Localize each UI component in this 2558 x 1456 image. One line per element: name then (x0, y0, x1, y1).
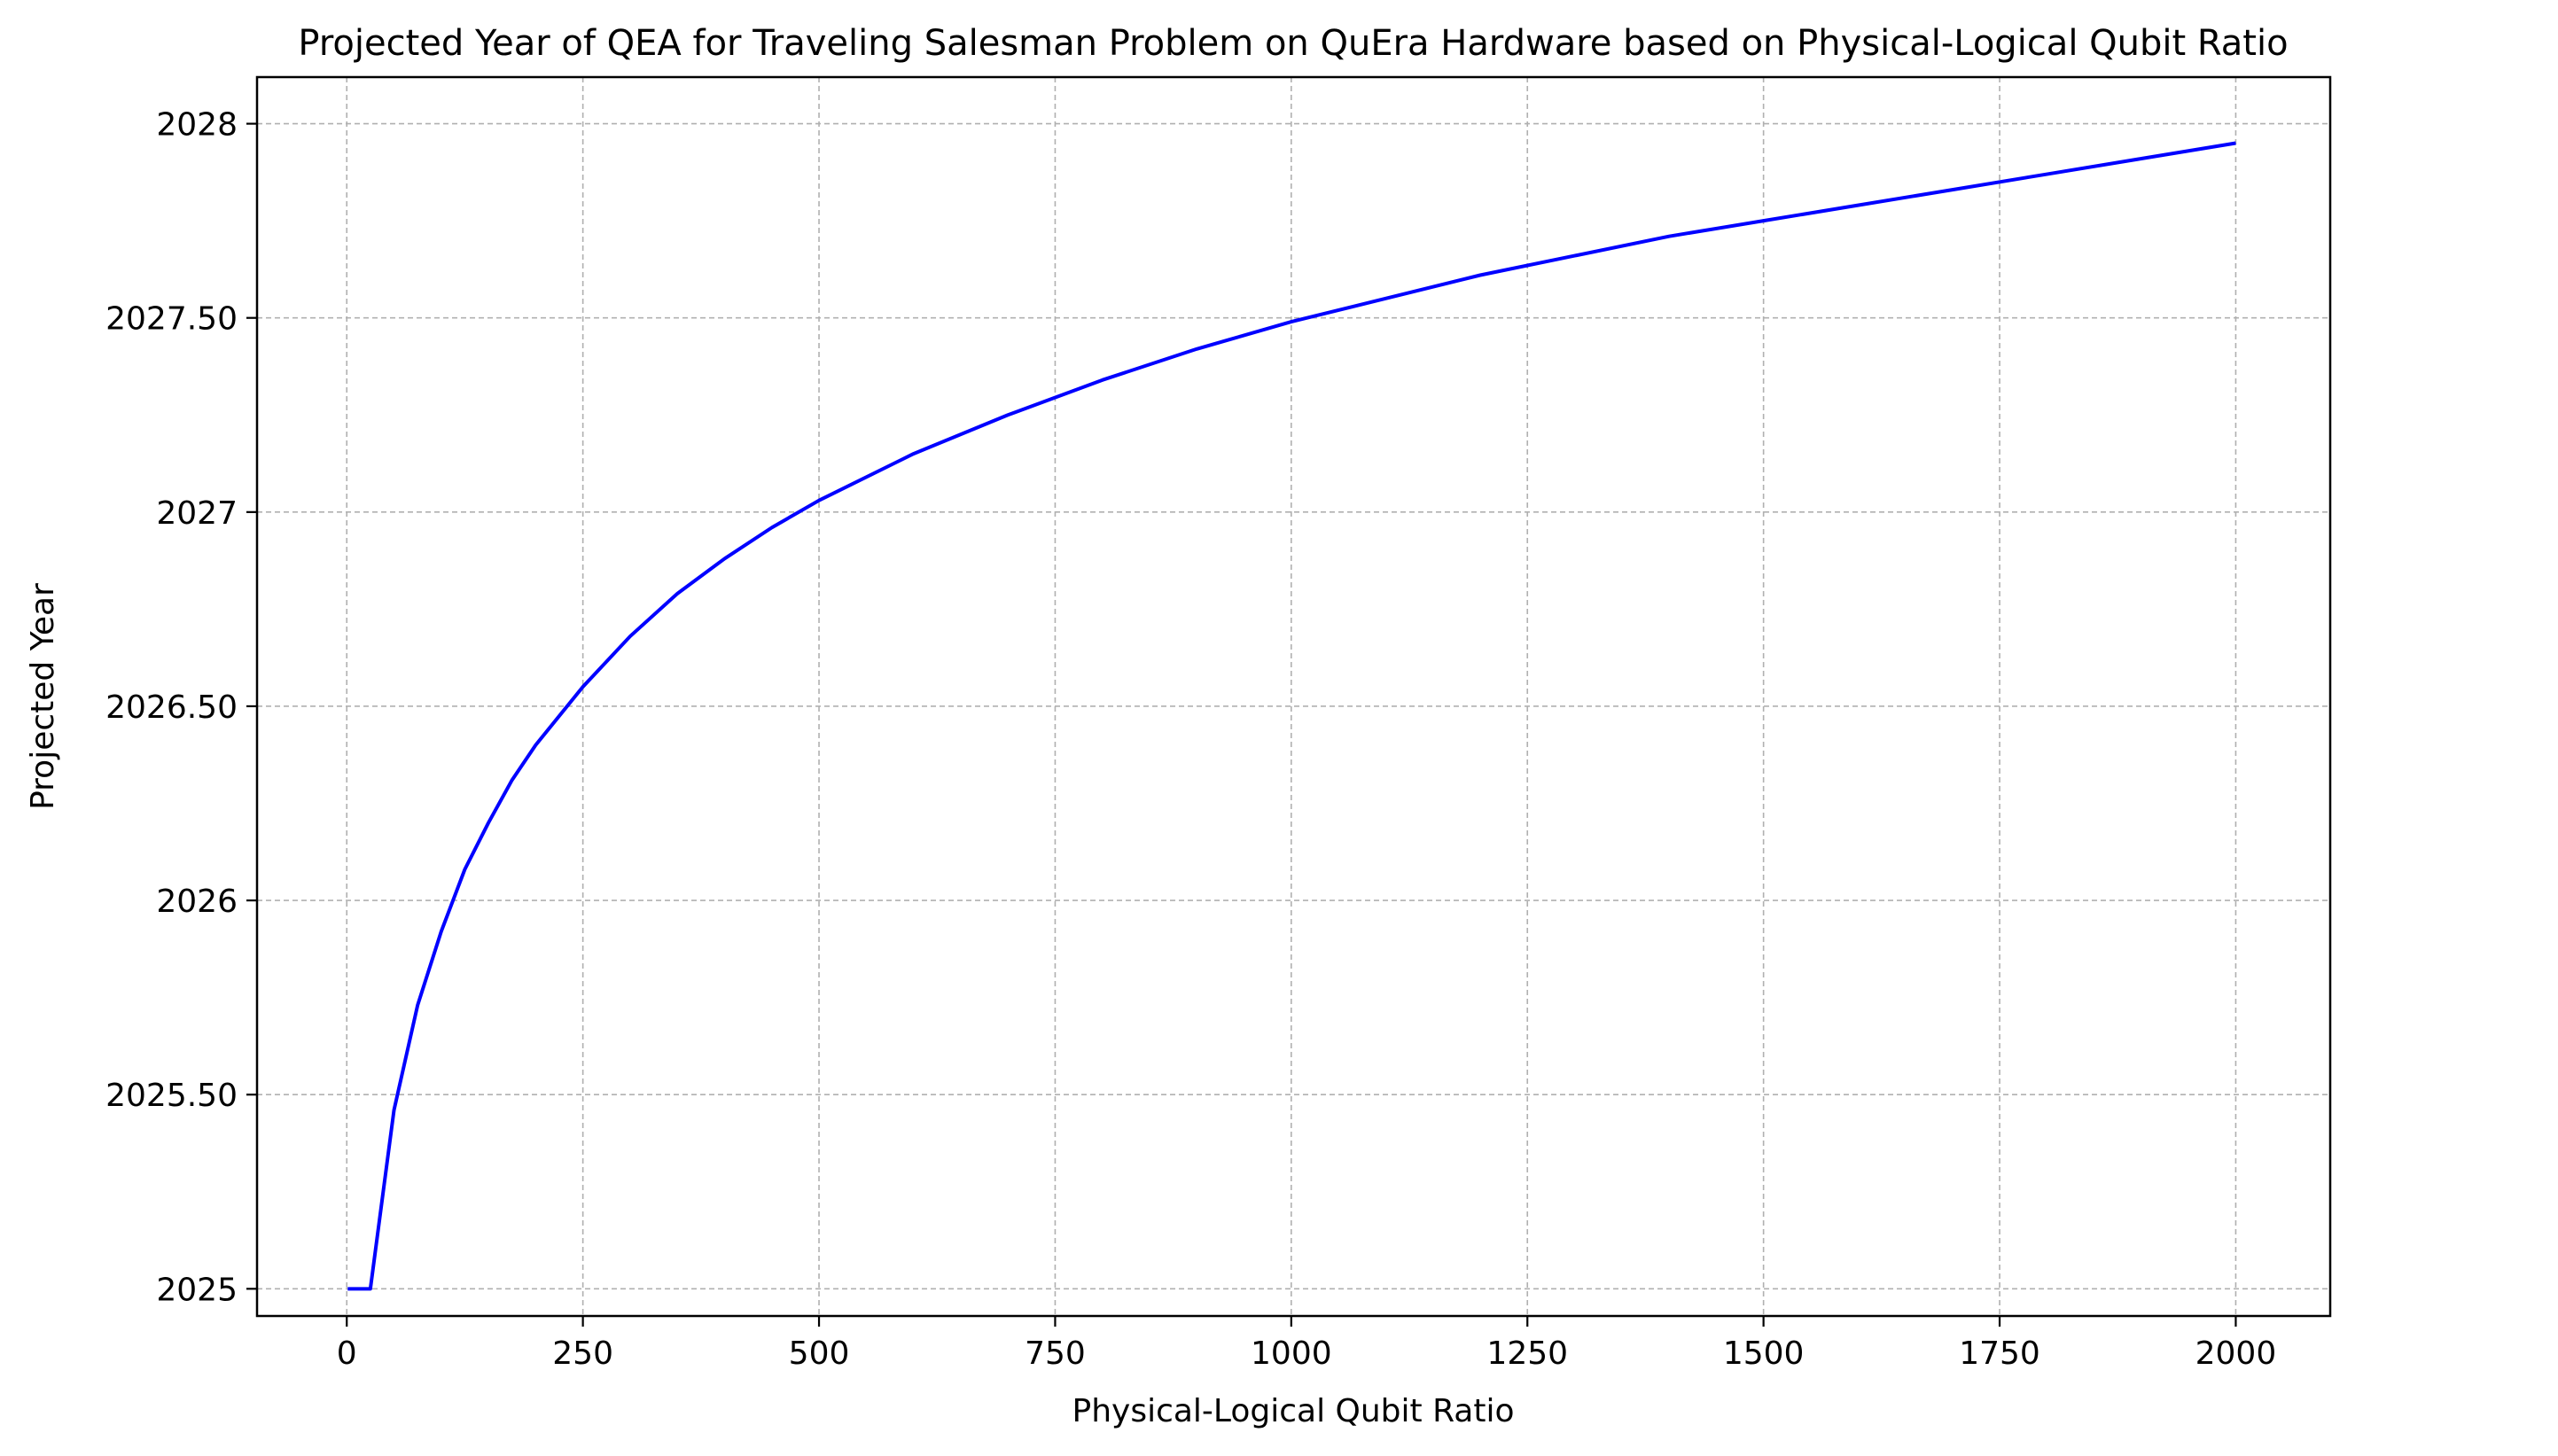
x-tick-label: 750 (1025, 1335, 1086, 1372)
x-tick-label: 1750 (1959, 1335, 2040, 1372)
series-layer (347, 141, 2236, 1291)
y-axis-label: Projected Year (25, 583, 61, 810)
y-tick-label: 2028 (156, 107, 238, 144)
x-tick-label: 500 (789, 1335, 850, 1372)
x-tick-label: 1000 (1251, 1335, 1332, 1372)
grid (257, 77, 2330, 1316)
x-axis-label: Physical-Logical Qubit Ratio (1072, 1393, 1514, 1429)
y-tick-label: 2027 (156, 495, 238, 532)
y-axis: 2025 2025.50 2026 2026.50 2027 2027.50 2028 (105, 107, 257, 1308)
y-tick-label: 2027.50 (105, 301, 238, 338)
x-tick-label: 1500 (1723, 1335, 1805, 1372)
series-line (347, 141, 2236, 1291)
x-tick-label: 0 (337, 1335, 357, 1372)
x-tick-label: 250 (552, 1335, 613, 1372)
x-tick-label: 2000 (2195, 1335, 2277, 1372)
y-tick-label: 2025.50 (105, 1078, 238, 1114)
x-tick-label: 1250 (1486, 1335, 1568, 1372)
y-tick-label: 2026.50 (105, 689, 238, 726)
y-tick-label: 2026 (156, 884, 238, 920)
plot-area-frame (255, 75, 2332, 1318)
y-tick-label: 2025 (156, 1272, 238, 1308)
x-axis: 0 250 500 750 1000 1250 1500 1750 2000 (337, 1316, 2276, 1372)
chart-title: Projected Year of QEA for Traveling Sale… (298, 23, 2288, 64)
